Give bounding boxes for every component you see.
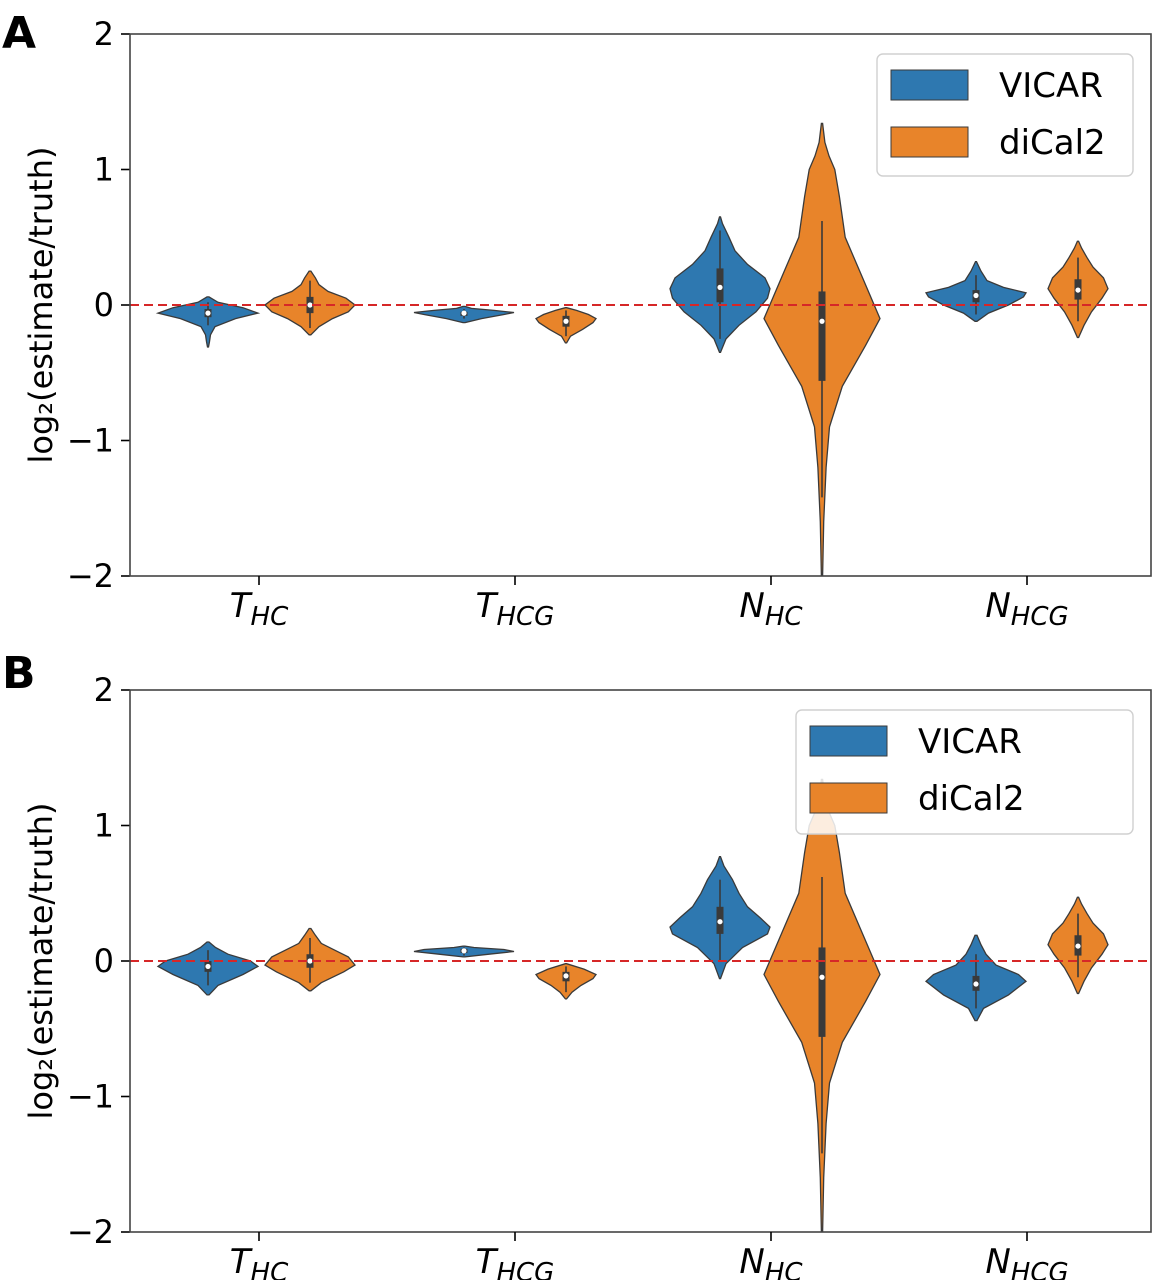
y-tick-label: 0 bbox=[94, 942, 114, 980]
x-tick-label: THC bbox=[230, 1242, 289, 1280]
y-axis-label: log₂(estimate/truth) bbox=[22, 803, 60, 1120]
violin-median-dot bbox=[205, 310, 211, 316]
vicar-legend-swatch bbox=[890, 69, 969, 101]
x-tick-label: NHC bbox=[739, 586, 803, 632]
x-tick-label-base: T bbox=[476, 1242, 499, 1280]
violin-median-dot bbox=[717, 284, 723, 290]
x-tick-label-base: N bbox=[985, 1242, 1010, 1280]
x-tick-label-subscript: HCG bbox=[1011, 1258, 1069, 1280]
vicar-legend-label: VICAR bbox=[999, 66, 1103, 106]
violin-median-dot bbox=[1075, 943, 1081, 949]
violin-median-dot bbox=[563, 973, 569, 979]
y-tick-label: −1 bbox=[67, 422, 114, 460]
violin-median-dot bbox=[307, 958, 313, 964]
x-tick-label: THCG bbox=[476, 586, 555, 632]
x-tick-label-subscript: HC bbox=[765, 602, 804, 632]
y-tick-label: −2 bbox=[67, 557, 114, 595]
x-tick-label-base: T bbox=[476, 586, 499, 626]
y-tick-label: 1 bbox=[94, 807, 114, 845]
x-tick-label-base: N bbox=[739, 586, 764, 626]
plot-frame bbox=[129, 33, 1152, 577]
violin-iqr-box bbox=[818, 291, 826, 381]
x-tick-label-base: T bbox=[230, 1242, 253, 1280]
violins-group bbox=[156, 778, 1109, 1232]
x-tick-label-subscript: HC bbox=[251, 602, 290, 632]
violin-median-dot bbox=[307, 302, 313, 308]
y-tick-label: 1 bbox=[94, 151, 114, 189]
x-tick-label: THCG bbox=[476, 1242, 555, 1280]
vicar-legend-label: VICAR bbox=[918, 722, 1022, 762]
violin-median-dot bbox=[461, 948, 467, 954]
violin-median-dot bbox=[1075, 287, 1081, 293]
vicar-legend-swatch bbox=[809, 725, 888, 757]
y-tick-label: 2 bbox=[94, 15, 114, 53]
y-tick-label: 0 bbox=[94, 286, 114, 324]
violin-median-dot bbox=[973, 981, 979, 987]
y-tick-label: 2 bbox=[94, 671, 114, 709]
panel-label: B bbox=[2, 648, 36, 699]
x-tick-label-subscript: HC bbox=[251, 1258, 290, 1280]
dical2-legend-label: diCal2 bbox=[999, 123, 1106, 163]
y-tick-label: −1 bbox=[67, 1078, 114, 1116]
y-tick-label: −2 bbox=[67, 1213, 114, 1251]
y-axis-label: log₂(estimate/truth) bbox=[22, 147, 60, 464]
violin-median-dot bbox=[461, 310, 467, 316]
x-tick-label-base: T bbox=[230, 586, 253, 626]
x-tick-label: NHCG bbox=[985, 586, 1068, 632]
violin-median-dot bbox=[819, 974, 825, 980]
x-tick-label-subscript: HCG bbox=[496, 602, 554, 632]
violin-median-dot bbox=[563, 318, 569, 324]
violin-iqr-box bbox=[818, 947, 826, 1037]
violin-median-dot bbox=[819, 318, 825, 324]
x-tick-label-base: N bbox=[739, 1242, 764, 1280]
violin-median-dot bbox=[205, 963, 211, 970]
dical2-legend-swatch bbox=[809, 782, 888, 814]
x-tick-label: THC bbox=[230, 586, 289, 632]
panel-label: A bbox=[2, 8, 36, 59]
x-tick-label-base: N bbox=[985, 586, 1010, 626]
dical2-legend-label: diCal2 bbox=[918, 779, 1025, 819]
dical2-legend-swatch bbox=[890, 126, 969, 158]
x-tick-label: NHC bbox=[739, 1242, 803, 1280]
x-tick-label: NHCG bbox=[985, 1242, 1068, 1280]
violin-median-dot bbox=[973, 292, 979, 299]
violins-group bbox=[155, 122, 1109, 576]
x-tick-label-subscript: HC bbox=[765, 1258, 804, 1280]
x-tick-label-subscript: HCG bbox=[496, 1258, 554, 1280]
violin-median-dot bbox=[717, 919, 723, 925]
plot-frame bbox=[129, 689, 1152, 1233]
x-tick-label-subscript: HCG bbox=[1011, 602, 1069, 632]
